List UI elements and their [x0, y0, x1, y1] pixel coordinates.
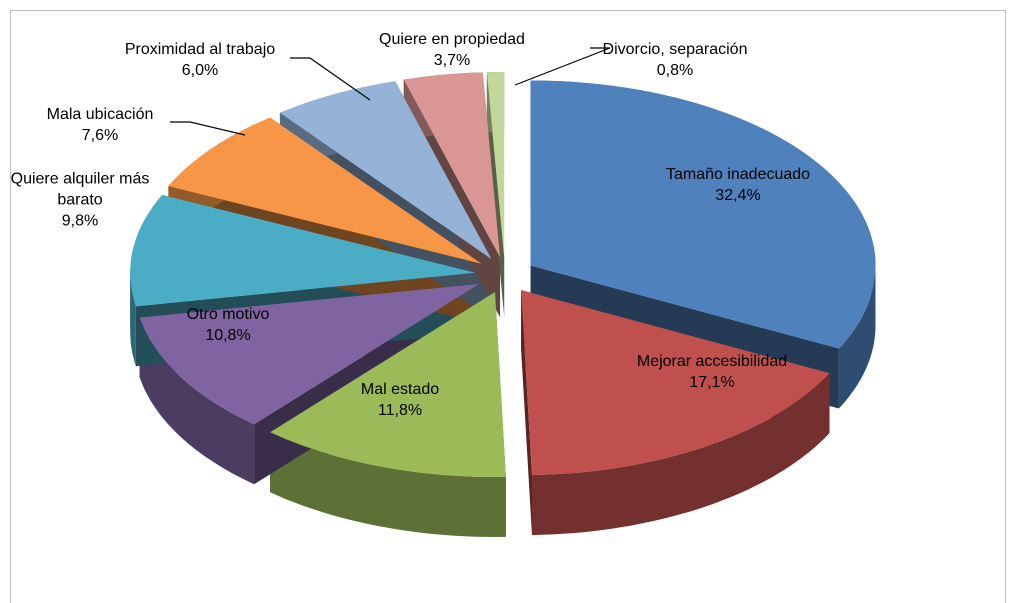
- value-label: 32,4%: [715, 187, 761, 204]
- value-label: 7,6%: [81, 127, 119, 144]
- category-label: Otro motivo: [186, 306, 270, 323]
- slice: [168, 117, 482, 264]
- slice: [521, 290, 830, 476]
- slice: [403, 72, 501, 258]
- category-label: Quiere alquiler más barato: [10, 170, 150, 209]
- category-label: Quiere en propiedad: [379, 31, 525, 48]
- leader-line: [514, 47, 611, 86]
- data-label: Quiere alquiler más barato 9,8%: [10, 169, 150, 232]
- data-label: Mejorar accesibilidad 17,1%: [637, 351, 787, 393]
- data-label: Mal estado 11,8%: [361, 379, 439, 421]
- slice: [130, 195, 476, 307]
- category-label: Divorcio, separación: [602, 41, 748, 58]
- value-label: 10,8%: [205, 327, 251, 344]
- slice: [486, 72, 505, 258]
- value-label: 9,8%: [61, 212, 99, 230]
- value-label: 17,1%: [689, 374, 735, 391]
- leader-line: [170, 121, 246, 136]
- slice: [270, 291, 506, 477]
- slice: [530, 80, 876, 349]
- value-label: 6,0%: [181, 62, 219, 79]
- data-label: Otro motivo 10,8%: [187, 304, 270, 346]
- slice-side: [270, 432, 506, 537]
- chart-frame: [10, 10, 1006, 603]
- category-label: Mal estado: [360, 381, 440, 398]
- category-label: Proximidad al trabajo: [124, 41, 276, 58]
- category-label: Mala ubicación: [46, 106, 154, 123]
- data-label: Mala ubicación 7,6%: [47, 104, 154, 146]
- data-label: Quiere en propiedad 3,7%: [379, 29, 525, 71]
- value-label: 0,8%: [656, 62, 694, 79]
- slice-side: [532, 373, 830, 536]
- category-label: Tamaño inadecuado: [665, 166, 811, 183]
- slice: [139, 283, 479, 425]
- data-label: Divorcio, separación 0,8%: [603, 39, 748, 81]
- slice-side: [139, 317, 255, 485]
- leader-line: [290, 57, 371, 101]
- slice-cut: [486, 72, 505, 318]
- slice: [279, 81, 492, 259]
- data-label: Tamaño inadecuado 32,4%: [666, 164, 810, 206]
- slice-side: [838, 265, 876, 409]
- data-label: Proximidad al trabajo 6,0%: [125, 39, 275, 81]
- value-label: 3,7%: [433, 52, 471, 69]
- slice-cut: [521, 290, 532, 536]
- value-label: 11,8%: [377, 402, 423, 419]
- category-label: Mejorar accesibilidad: [636, 353, 788, 370]
